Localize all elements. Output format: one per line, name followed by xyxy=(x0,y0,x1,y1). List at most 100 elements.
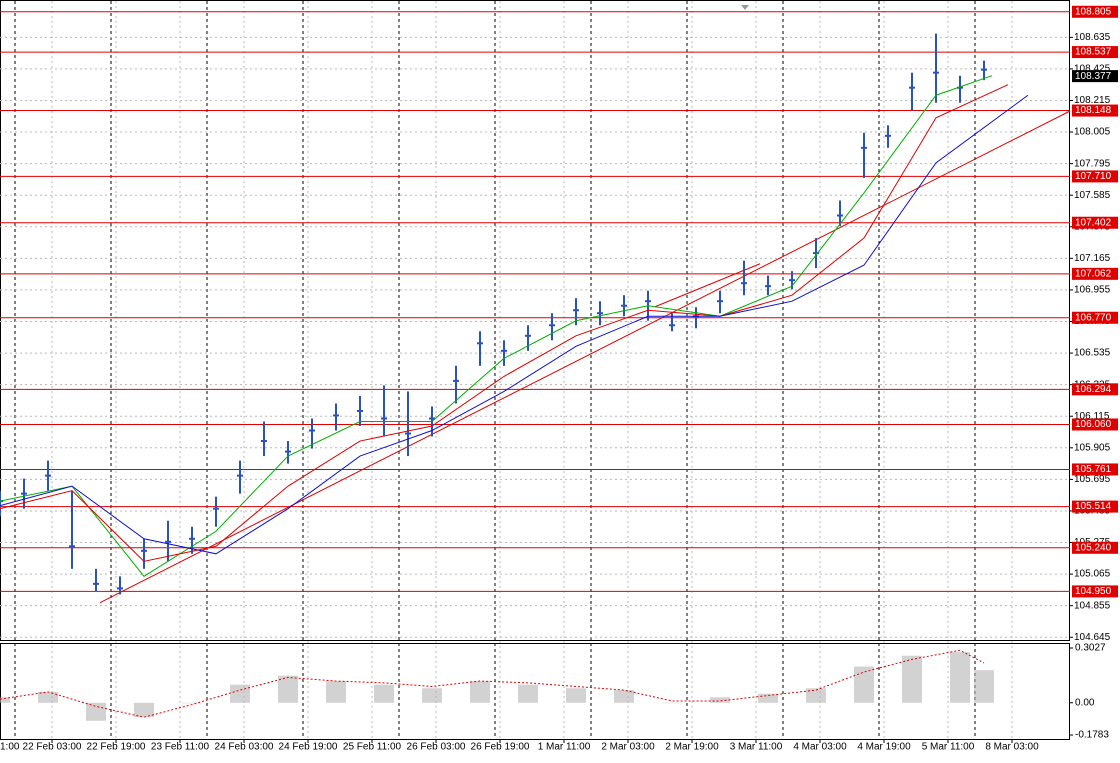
macd-bar xyxy=(566,688,586,703)
candle-close xyxy=(765,285,771,288)
macd-y-tick-label: -0.1783 xyxy=(1075,730,1109,741)
candle-close xyxy=(165,540,171,543)
x-tick-label: 3 Mar 11:00 xyxy=(730,742,783,753)
macd-y-tick-label: 0.00 xyxy=(1075,697,1095,708)
candle-close xyxy=(525,334,531,337)
level-box xyxy=(1072,5,1118,18)
level-box xyxy=(1072,541,1118,554)
macd-bar xyxy=(974,670,994,703)
candle-close xyxy=(261,440,267,443)
macd-y-tick-label: 0.3027 xyxy=(1075,643,1106,654)
x-tick-label: 4 Mar 19:00 xyxy=(857,742,911,753)
x-tick-label: 24 Feb 19:00 xyxy=(279,742,338,753)
moving-average xyxy=(0,75,993,578)
macd-bar xyxy=(182,702,202,704)
level-label: 106.770 xyxy=(1075,312,1112,323)
level-box xyxy=(1072,216,1118,229)
macd-bar xyxy=(662,702,682,704)
level-label: 108.805 xyxy=(1075,6,1112,17)
candle-close xyxy=(429,417,435,420)
level-label: 106.060 xyxy=(1075,419,1112,430)
macd-bar xyxy=(326,681,346,703)
y-tick-label: 104.645 xyxy=(1074,632,1111,643)
level-label: 104.950 xyxy=(1075,586,1112,597)
last-price-box xyxy=(1072,70,1118,83)
x-tick-label: 1:00 xyxy=(0,742,20,753)
trendline xyxy=(654,263,761,308)
level-label: 108.537 xyxy=(1075,47,1112,58)
x-tick-label: 2 Mar 03:00 xyxy=(601,742,655,753)
candle-close xyxy=(741,282,747,285)
y-tick-label: 106.115 xyxy=(1074,411,1110,422)
level-box xyxy=(1072,463,1118,476)
moving-average xyxy=(0,94,1029,555)
macd-bar xyxy=(230,684,250,703)
y-tick-label: 104.855 xyxy=(1074,600,1111,611)
candle-close xyxy=(573,309,579,312)
level-box xyxy=(1072,383,1118,396)
level-box xyxy=(1072,267,1118,280)
macd-bar xyxy=(854,666,874,703)
candle-close xyxy=(957,86,963,89)
level-box xyxy=(1072,500,1118,513)
candle-close xyxy=(909,86,915,89)
y-tick-label: 107.795 xyxy=(1074,158,1111,169)
candle-close xyxy=(645,300,651,303)
level-box xyxy=(1072,311,1118,324)
x-tick-label: 26 Feb 19:00 xyxy=(471,742,530,753)
candle-close xyxy=(933,71,939,74)
indicator-pane-frame xyxy=(0,643,1070,740)
macd-bar xyxy=(278,675,298,703)
y-tick-label: 108.635 xyxy=(1074,32,1111,43)
macd-bar xyxy=(710,697,730,703)
y-tick-label: 106.535 xyxy=(1074,348,1111,359)
level-box xyxy=(1072,170,1118,183)
level-label: 107.710 xyxy=(1075,171,1112,182)
shift-marker xyxy=(741,5,749,10)
macd-bar xyxy=(86,702,106,721)
level-label: 108.148 xyxy=(1075,105,1112,116)
y-tick-label: 105.695 xyxy=(1074,474,1111,485)
x-tick-label: 26 Feb 03:00 xyxy=(407,742,466,753)
x-tick-label: 4 Mar 03:00 xyxy=(793,742,847,753)
candle-close xyxy=(453,379,459,382)
candle-close xyxy=(141,549,147,552)
macd-bar xyxy=(806,688,826,703)
level-box xyxy=(1072,585,1118,598)
y-tick-label: 107.585 xyxy=(1074,190,1111,201)
moving-average xyxy=(0,84,1009,562)
x-tick-label: 22 Feb 19:00 xyxy=(87,742,146,753)
level-box xyxy=(1072,418,1118,431)
trendline xyxy=(99,110,1071,604)
candle-close xyxy=(837,214,843,217)
candle-close xyxy=(309,429,315,432)
candle-close xyxy=(93,582,99,585)
candle-close xyxy=(981,68,987,71)
candle-close xyxy=(213,507,219,510)
y-tick-label: 106.955 xyxy=(1074,285,1111,296)
macd-bar xyxy=(0,697,10,703)
macd-bar xyxy=(950,652,970,703)
level-label: 106.294 xyxy=(1075,384,1112,395)
candle-close xyxy=(405,432,411,435)
y-tick-label: 108.425 xyxy=(1074,64,1111,75)
main-pane-frame xyxy=(0,0,1070,641)
candle-close xyxy=(189,537,195,540)
level-box xyxy=(1072,104,1118,117)
x-tick-label: 23 Feb 11:00 xyxy=(151,742,210,753)
candle-close xyxy=(621,304,627,307)
x-tick-label: 22 Feb 03:00 xyxy=(23,742,82,753)
y-tick-label: 108.215 xyxy=(1074,95,1111,106)
candle-close xyxy=(861,146,867,149)
x-tick-label: 1 Mar 11:00 xyxy=(538,742,591,753)
macd-bar xyxy=(518,684,538,703)
candle-close xyxy=(789,279,795,282)
macd-bar xyxy=(758,693,778,703)
candle-close xyxy=(813,252,819,255)
x-tick-label: 5 Mar 11:00 xyxy=(922,742,975,753)
candle-close xyxy=(21,492,27,495)
macd-bar xyxy=(134,702,154,718)
macd-bar xyxy=(422,688,442,703)
candle-close xyxy=(501,349,507,352)
